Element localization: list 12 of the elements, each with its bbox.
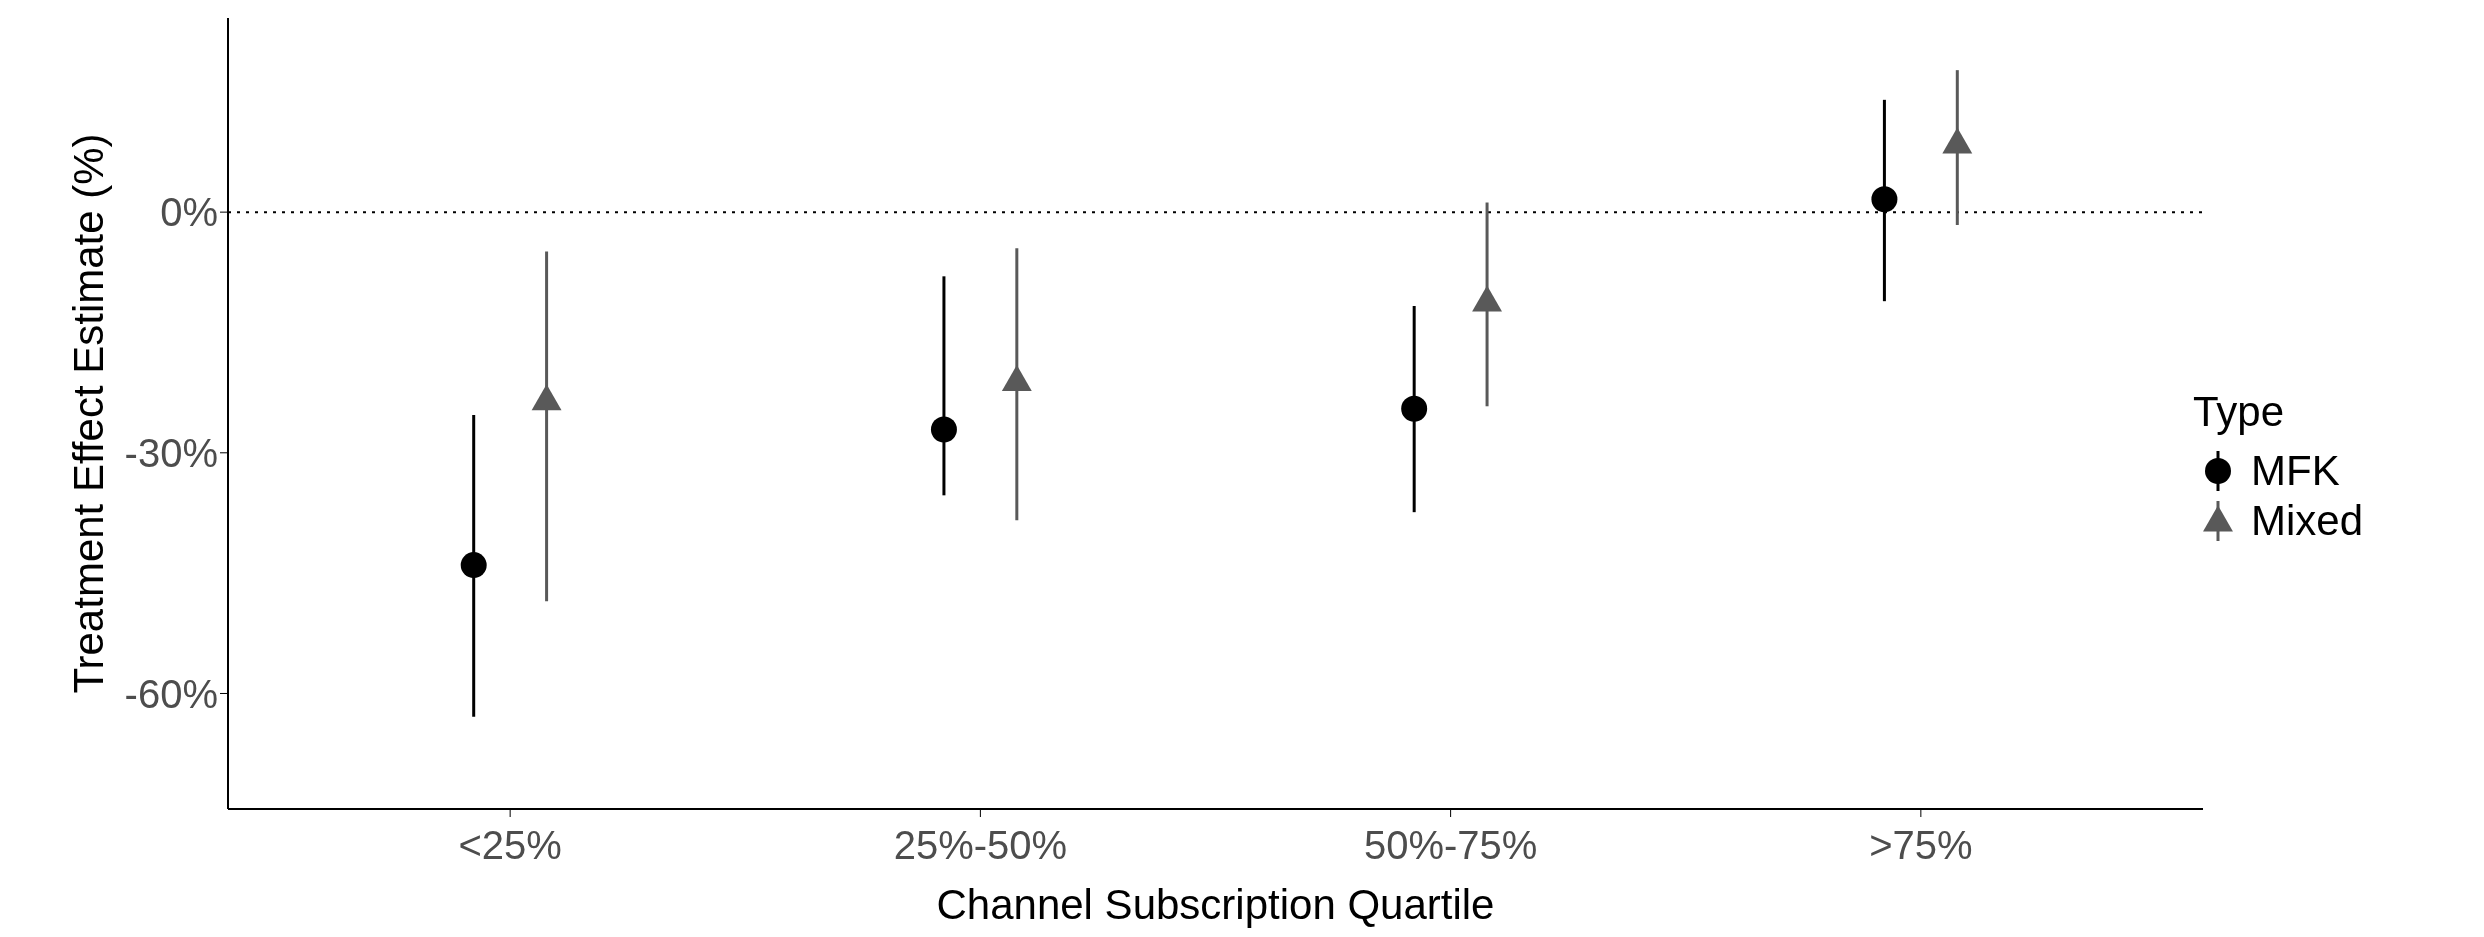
- y-tick-label: -30%: [124, 431, 218, 476]
- x-tick-label: 25%-50%: [893, 823, 1068, 868]
- x-tick-label: 50%-75%: [1363, 823, 1538, 868]
- y-tick-label: -60%: [124, 671, 218, 716]
- legend-label: MFK: [2251, 447, 2340, 495]
- x-tick-label: >75%: [1869, 823, 1973, 868]
- y-tick-label: 0%: [160, 190, 218, 235]
- legend-title: Type: [2193, 388, 2286, 436]
- x-axis-title: Channel Subscription Quartile: [936, 881, 1495, 928]
- legend-label: Mixed: [2251, 497, 2364, 545]
- x-tick-label: <25%: [458, 823, 562, 868]
- y-axis-title: Treatment Effect Estimate (%): [64, 133, 112, 694]
